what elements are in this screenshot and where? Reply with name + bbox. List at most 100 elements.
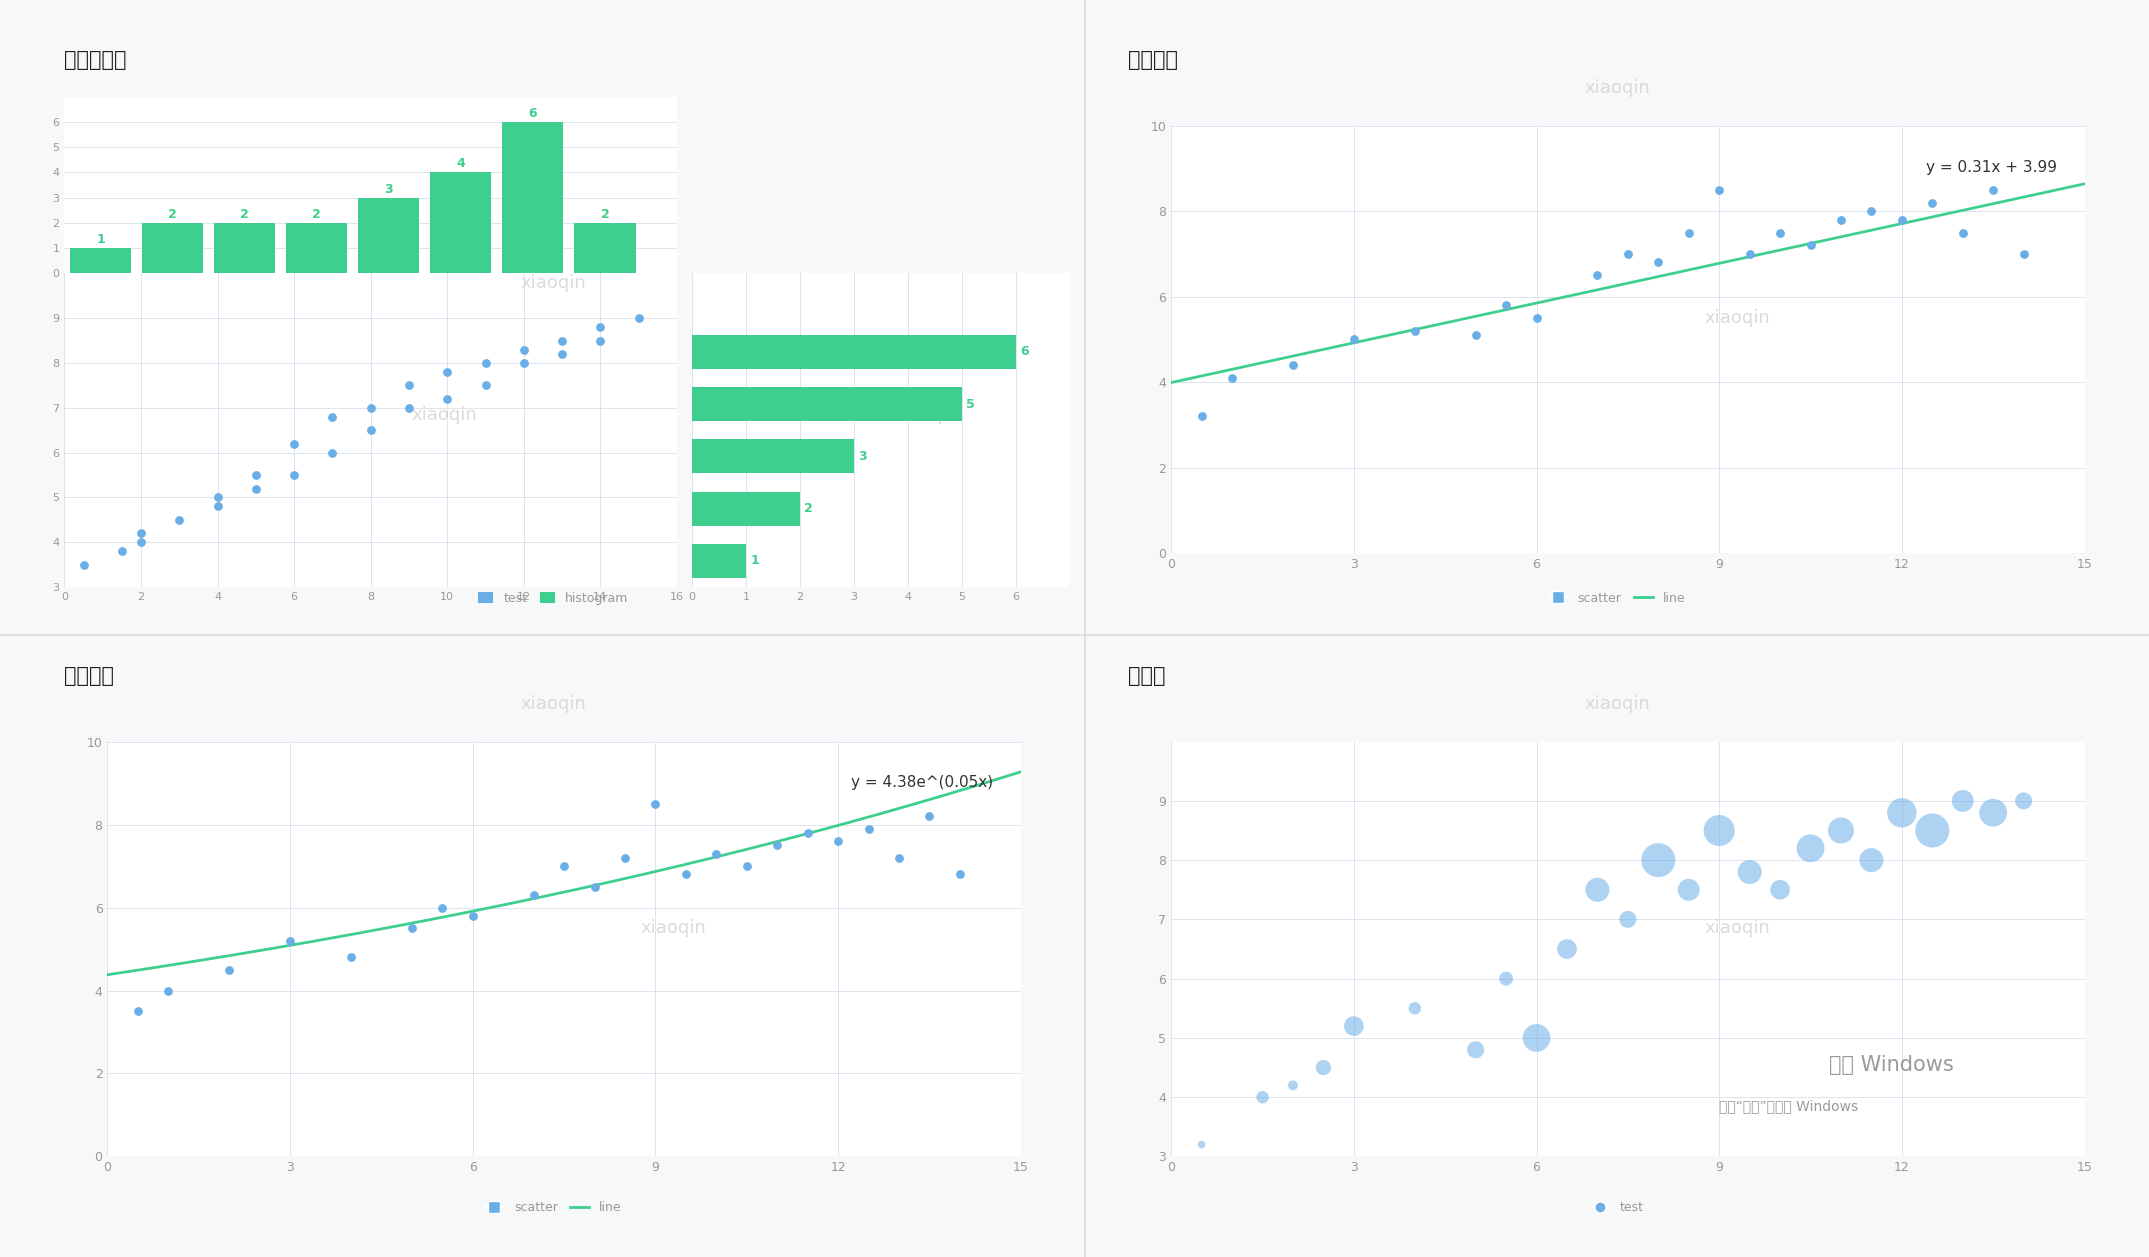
Bar — [503, 122, 563, 273]
Bar — [692, 334, 1016, 368]
Point — [1184, 1135, 1218, 1155]
Point — [67, 554, 101, 574]
Point — [1549, 939, 1584, 959]
Legend: scatter, line: scatter, line — [479, 1197, 628, 1219]
Point — [430, 388, 464, 409]
Point — [277, 465, 312, 485]
Text: 3: 3 — [857, 450, 866, 463]
Point — [546, 344, 580, 365]
Point — [1489, 969, 1524, 989]
Bar — [692, 491, 799, 525]
Point — [391, 397, 426, 417]
Point — [1945, 791, 1979, 811]
Point — [1337, 329, 1371, 349]
Point — [851, 818, 885, 838]
Point — [1397, 998, 1431, 1018]
Point — [1732, 244, 1766, 264]
Point — [426, 897, 460, 918]
Text: xiaoqin: xiaoqin — [520, 695, 587, 713]
Point — [1184, 406, 1218, 426]
Point — [638, 794, 673, 815]
Bar — [215, 222, 275, 273]
Text: 1: 1 — [750, 554, 759, 567]
Point — [1825, 821, 1859, 841]
Legend: test: test — [1586, 1197, 1648, 1219]
Point — [316, 442, 350, 463]
Point — [1277, 354, 1311, 375]
Point — [1214, 368, 1249, 388]
Point — [516, 885, 550, 905]
Point — [507, 339, 542, 360]
Point — [761, 835, 795, 855]
Text: xiaoqin: xiaoqin — [1704, 919, 1771, 938]
Point — [1825, 210, 1859, 230]
Point — [1855, 850, 1889, 870]
Text: xiaoqin: xiaoqin — [1704, 309, 1771, 327]
Point — [911, 806, 946, 826]
Point — [1612, 909, 1646, 929]
Point — [1580, 265, 1614, 285]
Legend: test, histogram: test, histogram — [473, 587, 634, 610]
Point — [546, 856, 580, 876]
Point — [1519, 1028, 1554, 1048]
Point — [668, 865, 703, 885]
Bar — [71, 248, 131, 273]
Bar — [286, 222, 348, 273]
Text: xiaoqin: xiaoqin — [1584, 79, 1650, 97]
Text: 2: 2 — [241, 207, 249, 221]
Point — [2007, 791, 2042, 811]
Point — [1307, 1057, 1341, 1077]
Bar — [142, 222, 204, 273]
Text: y = 0.31x + 3.99: y = 0.31x + 3.99 — [1926, 160, 2057, 175]
Point — [125, 532, 159, 552]
Point — [1792, 838, 1827, 859]
Point — [698, 843, 733, 864]
Point — [507, 353, 542, 373]
Text: 6: 6 — [529, 107, 537, 119]
Point — [1612, 244, 1646, 264]
Point — [1489, 295, 1524, 316]
Text: 转到“设置”以激活 Windows: 转到“设置”以激活 Windows — [1719, 1100, 1859, 1114]
Point — [582, 317, 617, 337]
Point — [1885, 210, 1919, 230]
Point — [150, 980, 185, 1001]
Point — [1337, 1016, 1371, 1036]
Text: 3: 3 — [385, 182, 393, 196]
Bar — [692, 387, 963, 421]
Point — [1915, 821, 1949, 841]
Text: 2: 2 — [600, 207, 610, 221]
Point — [2007, 244, 2042, 264]
Text: xiaoqin: xiaoqin — [520, 274, 587, 292]
Text: y = 4.38e^(0.05x): y = 4.38e^(0.05x) — [851, 774, 993, 789]
Text: 5: 5 — [967, 397, 976, 411]
Point — [1762, 880, 1797, 900]
Text: 4: 4 — [456, 157, 464, 171]
Bar — [692, 440, 853, 474]
Point — [1975, 803, 2009, 823]
Point — [352, 420, 387, 440]
Point — [1397, 321, 1431, 341]
Point — [1855, 201, 1889, 221]
Point — [1762, 222, 1797, 243]
Point — [213, 960, 247, 980]
Point — [582, 331, 617, 351]
Point — [200, 488, 234, 508]
Point — [608, 847, 643, 867]
Point — [239, 479, 273, 499]
Point — [1246, 1087, 1281, 1107]
Text: 2: 2 — [804, 503, 812, 515]
Point — [1702, 821, 1736, 841]
Text: 气泡图: 气泡图 — [1128, 666, 1165, 686]
Point — [395, 918, 430, 938]
Text: 2: 2 — [168, 207, 176, 221]
Point — [1702, 180, 1736, 200]
Point — [352, 397, 387, 417]
Point — [621, 308, 655, 328]
Bar — [359, 197, 419, 273]
Point — [1945, 222, 1979, 243]
Point — [1642, 253, 1676, 273]
Point — [161, 510, 196, 530]
Text: 散点直方图: 散点直方图 — [64, 50, 127, 70]
Point — [239, 465, 273, 485]
Point — [105, 542, 140, 562]
